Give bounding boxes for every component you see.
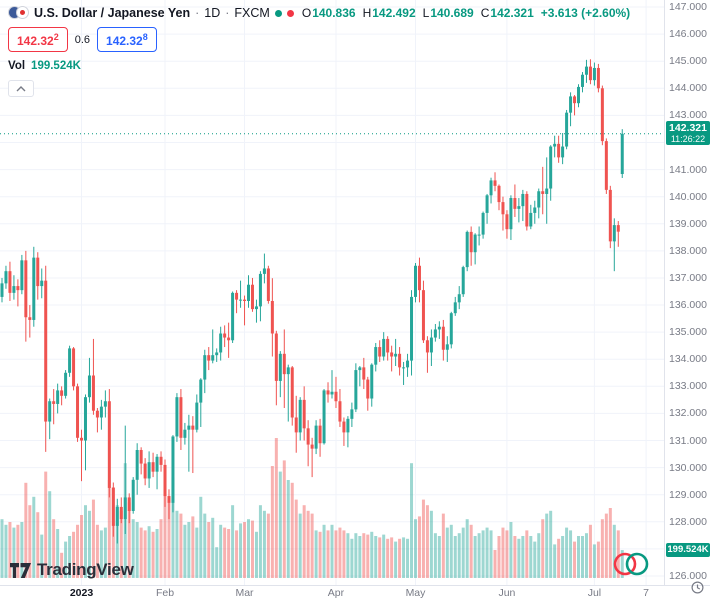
price-axis-label: 136.000 — [669, 299, 707, 312]
open-value: 140.836 — [312, 6, 356, 20]
price-axis-label: 130.000 — [669, 461, 707, 474]
legend-collapse-button[interactable] — [8, 80, 34, 97]
tradingview-logo-text: TradingView — [37, 560, 134, 579]
tradingview-logo[interactable]: TradingView — [10, 560, 134, 580]
timeframe-label[interactable]: 1D — [204, 6, 221, 20]
current-price-value: 142.321 — [669, 121, 707, 134]
price-axis-label: 144.000 — [669, 82, 707, 95]
time-axis-label: Jul — [587, 587, 602, 599]
price-axis-label: 134.000 — [669, 353, 707, 366]
double-ring-icon — [613, 552, 649, 576]
sell-price-sup: 2 — [53, 32, 59, 42]
close-label: C — [480, 6, 490, 20]
low-value: 140.689 — [430, 6, 474, 20]
volume-axis-badge: 199.524K — [666, 543, 710, 558]
price-axis-label: 126.000 — [669, 570, 707, 582]
price-axis-label: 143.000 — [669, 109, 707, 122]
price-axis-label: 135.000 — [669, 326, 707, 339]
price-axis-label: 132.000 — [669, 407, 707, 420]
price-axis-label: 140.000 — [669, 190, 707, 203]
market-status-dot-down-icon — [286, 9, 294, 17]
price-axis-label: 138.000 — [669, 244, 707, 257]
time-axis-label: Apr — [327, 587, 345, 599]
symbol-logo-icon — [8, 6, 29, 20]
chevron-up-icon — [16, 85, 26, 91]
symbol-legend: U.S. Dollar / Japanese Yen · 1D · FXCM O… — [8, 6, 630, 97]
price-axis[interactable]: 142.321 11:26:22 199.524K 126.000127.000… — [664, 0, 710, 585]
time-axis[interactable]: 2023 Feb Mar Apr May Jun Jul 7 — [0, 585, 710, 600]
separator-dot: · — [225, 6, 230, 20]
chart-plot-area[interactable] — [0, 0, 664, 585]
buy-price-sup: 8 — [142, 32, 148, 42]
price-axis-label: 129.000 — [669, 488, 707, 501]
high-value: 142.492 — [372, 6, 416, 20]
exchange-label[interactable]: FXCM — [234, 6, 270, 20]
volume-legend-row: Vol 199.524K — [8, 60, 630, 72]
close-value: 142.321 — [490, 6, 534, 20]
high-label: H — [362, 6, 372, 20]
volume-label: Vol — [8, 60, 26, 72]
volume-value: 199.524K — [31, 60, 81, 72]
price-axis-label: 131.000 — [669, 434, 707, 447]
time-axis-label: May — [405, 587, 426, 599]
buy-price: 142.32 — [106, 34, 143, 48]
price-axis-label: 128.000 — [669, 515, 707, 528]
price-axis-label: 137.000 — [669, 271, 707, 284]
price-axis-label: 133.000 — [669, 380, 707, 393]
time-axis-label: Jun — [498, 587, 516, 599]
time-axis-label: 7 — [643, 587, 650, 599]
legend-main-row: U.S. Dollar / Japanese Yen · 1D · FXCM O… — [8, 6, 630, 20]
price-axis-label: 147.000 — [669, 1, 707, 13]
tradingview-mark-icon — [10, 562, 31, 578]
current-price-badge: 142.321 11:26:22 — [666, 120, 710, 145]
separator-dot: · — [195, 6, 200, 20]
buy-sell-row: 142.322 0.6 142.328 — [8, 27, 630, 52]
candlestick-chart — [0, 0, 664, 585]
change-value: +3.613 (+2.60%) — [540, 6, 631, 20]
clock-glyph-icon — [691, 581, 704, 594]
symbol-title[interactable]: U.S. Dollar / Japanese Yen — [34, 6, 191, 20]
bar-countdown: 11:26:22 — [670, 133, 706, 144]
price-axis-label: 146.000 — [669, 28, 707, 41]
low-label: L — [422, 6, 430, 20]
price-axis-label: 141.000 — [669, 163, 707, 176]
timezone-clock-icon[interactable] — [691, 581, 704, 599]
price-axis-label: 145.000 — [669, 55, 707, 68]
buy-button[interactable]: 142.328 — [97, 27, 157, 52]
sell-price: 142.32 — [17, 34, 54, 48]
time-axis-label: Feb — [155, 587, 175, 599]
price-axis-label: 139.000 — [669, 217, 707, 230]
ohlc-values: O 140.836 H 142.492 L 140.689 C 142.321 — [302, 6, 534, 20]
sell-button[interactable]: 142.322 — [8, 27, 68, 52]
time-axis-label: 2023 — [69, 587, 94, 599]
emoji-sticker[interactable] — [610, 551, 652, 582]
open-label: O — [301, 6, 312, 20]
market-status-dot-up-icon — [274, 9, 282, 17]
time-axis-label: Mar — [235, 587, 254, 599]
spread-value: 0.6 — [74, 33, 91, 46]
